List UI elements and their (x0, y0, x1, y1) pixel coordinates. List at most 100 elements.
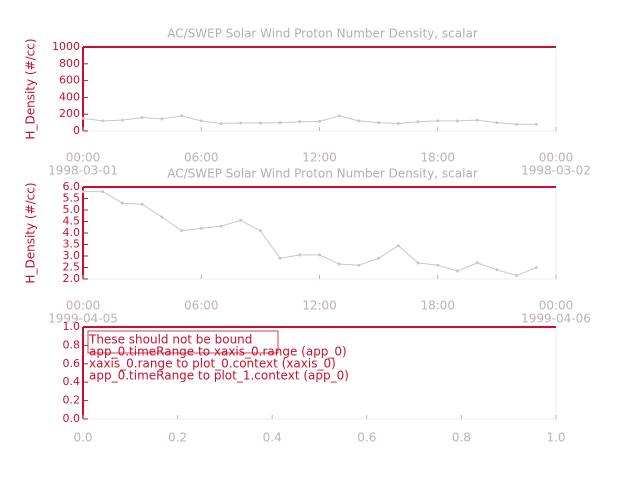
data-point (436, 119, 440, 123)
data-point (416, 261, 420, 265)
y-tick-label: 3.5 (63, 238, 81, 251)
y-tick-label: 0.4 (63, 375, 81, 388)
x-tick-label: 0.2 (168, 431, 187, 445)
data-point (495, 268, 499, 272)
x-tick-label: 0.8 (452, 431, 471, 445)
x-tick-label: 18:00 (420, 299, 455, 313)
data-point (377, 121, 381, 125)
data-point (258, 229, 262, 233)
data-point (475, 118, 479, 122)
x-tick-label: 12:00 (302, 299, 337, 313)
y-tick-label: 0.2 (63, 394, 81, 407)
data-point (258, 121, 262, 125)
annotation-text: xaxis_0.range to plot_0.context (xaxis_0… (89, 357, 336, 371)
x-tick-label: 00:00 (66, 151, 101, 165)
annotation-text: app_0.timeRange to plot_1.context (app_0… (89, 369, 349, 383)
data-point (534, 266, 538, 269)
x-date-label: 1999-04-06 (521, 312, 591, 326)
x-tick-label: 18:00 (420, 151, 455, 165)
y-axis-label: H_Density (#/cc) (24, 182, 38, 283)
data-point (455, 119, 459, 123)
data-point (239, 121, 243, 125)
data-point (455, 269, 459, 273)
y-axis-label: H_Density (#/cc) (24, 38, 38, 139)
x-tick-label: 06:00 (184, 299, 219, 313)
data-point (416, 120, 420, 124)
x-tick-label: 00:00 (66, 299, 101, 313)
data-point (199, 226, 203, 230)
x-tick-label: 1.0 (546, 431, 565, 445)
data-point (199, 119, 203, 123)
x-date-label: 1999-04-05 (48, 312, 118, 326)
data-point (337, 114, 341, 118)
data-point (475, 261, 479, 265)
data-point (298, 253, 302, 257)
plot-title: AC/SWEP Solar Wind Proton Number Density… (167, 27, 478, 41)
data-point (318, 119, 321, 123)
data-point (101, 119, 105, 123)
y-tick-label: 600 (59, 74, 80, 87)
y-tick-label: 0.6 (63, 357, 81, 370)
data-point (357, 119, 361, 123)
x-tick-label: 0.0 (73, 431, 92, 445)
x-tick-label: 00:00 (539, 151, 574, 165)
annotation-text: app_0.timeRange to xaxis_0.range (app_0) (89, 345, 347, 359)
y-tick-label: 3.0 (63, 249, 81, 262)
y-tick-label: 400 (59, 90, 80, 103)
data-point (278, 256, 282, 260)
y-tick-label: 4.5 (63, 215, 81, 228)
plot-title: AC/SWEP Solar Wind Proton Number Density… (167, 167, 478, 181)
data-point (120, 118, 124, 122)
data-point (298, 120, 302, 124)
x-tick-label: 12:00 (302, 151, 337, 165)
y-tick-label: 4.0 (63, 226, 81, 239)
data-point (180, 114, 184, 118)
data-point (318, 253, 321, 257)
data-point (357, 263, 361, 267)
data-point (534, 122, 538, 126)
data-point (396, 121, 400, 125)
y-tick-label: 1000 (52, 40, 80, 53)
data-point (515, 274, 519, 278)
y-tick-label: 0.8 (63, 338, 81, 351)
data-point (160, 215, 164, 219)
data-point (219, 224, 223, 228)
y-tick-label: 200 (59, 107, 80, 120)
y-tick-label: 800 (59, 57, 80, 70)
annotation-box (87, 330, 279, 354)
x-tick-label: 0.4 (263, 431, 282, 445)
data-point (81, 116, 85, 120)
data-point (160, 117, 164, 121)
y-tick-label: 2.5 (63, 261, 81, 274)
y-tick-label: 0.0 (63, 412, 81, 425)
data-point (337, 262, 341, 266)
data-line (82, 115, 537, 125)
x-tick-label: 06:00 (184, 151, 219, 165)
x-date-label: 1998-03-02 (521, 164, 591, 178)
data-point (120, 201, 124, 205)
y-tick-label: 5.5 (63, 192, 81, 205)
data-point (219, 121, 223, 125)
data-point (436, 263, 440, 267)
y-tick-label: 1.0 (63, 320, 81, 333)
data-point (495, 121, 499, 125)
x-tick-label: 00:00 (539, 299, 574, 313)
data-point (101, 190, 105, 194)
data-line (83, 191, 537, 277)
data-point (180, 229, 184, 233)
data-point (239, 218, 243, 222)
y-tick-label: 6.0 (63, 180, 81, 193)
data-point (396, 244, 400, 248)
x-tick-label: 0.6 (357, 431, 376, 445)
data-point (278, 121, 282, 125)
annotation-text: These should not be bound (88, 333, 252, 347)
data-point (81, 190, 85, 194)
data-point (140, 202, 144, 206)
data-point (515, 122, 519, 126)
y-tick-label: 5.0 (63, 203, 81, 216)
data-point (377, 256, 381, 260)
data-point (140, 116, 144, 120)
y-tick-label: 2.0 (63, 272, 81, 285)
x-date-label: 1998-03-01 (48, 164, 118, 178)
